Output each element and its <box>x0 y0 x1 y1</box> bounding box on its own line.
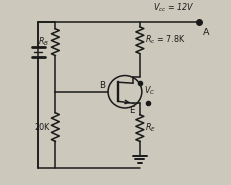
Text: B: B <box>99 81 105 90</box>
Text: $R_c$ = 7.8K: $R_c$ = 7.8K <box>145 34 185 46</box>
Text: E: E <box>129 106 134 115</box>
Text: $V_C$: $V_C$ <box>144 84 155 97</box>
Text: $R_E$: $R_E$ <box>145 122 156 134</box>
Text: $R_B$: $R_B$ <box>38 36 49 48</box>
Text: 20K: 20K <box>34 122 49 132</box>
Text: $V_{cc}$ = 12V: $V_{cc}$ = 12V <box>153 2 195 14</box>
Text: A: A <box>203 28 209 37</box>
